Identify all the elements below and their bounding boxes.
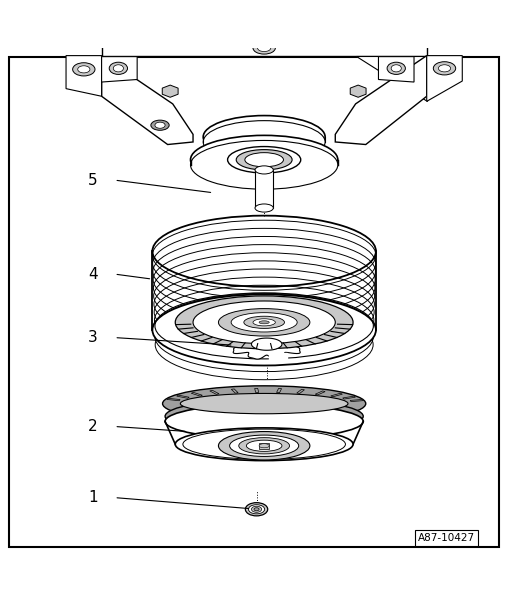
Ellipse shape <box>251 506 262 512</box>
Polygon shape <box>356 56 427 101</box>
Ellipse shape <box>387 62 405 74</box>
Ellipse shape <box>183 429 345 460</box>
Polygon shape <box>102 56 193 144</box>
Polygon shape <box>102 57 137 82</box>
Ellipse shape <box>433 62 456 75</box>
Ellipse shape <box>245 503 268 516</box>
Ellipse shape <box>151 120 169 130</box>
Ellipse shape <box>113 65 123 72</box>
Polygon shape <box>343 396 356 399</box>
Ellipse shape <box>190 141 338 189</box>
Polygon shape <box>210 390 219 394</box>
Ellipse shape <box>218 431 310 460</box>
Ellipse shape <box>236 150 292 170</box>
Ellipse shape <box>155 122 165 128</box>
Ellipse shape <box>230 435 299 457</box>
Ellipse shape <box>175 296 353 349</box>
Polygon shape <box>335 56 427 144</box>
Ellipse shape <box>163 386 366 422</box>
Ellipse shape <box>391 65 401 72</box>
Text: 4: 4 <box>88 266 98 281</box>
Polygon shape <box>350 399 363 402</box>
Ellipse shape <box>254 508 259 511</box>
Bar <box>259 443 269 449</box>
Polygon shape <box>427 56 462 101</box>
Ellipse shape <box>253 42 275 54</box>
Ellipse shape <box>152 216 376 287</box>
Ellipse shape <box>180 393 348 414</box>
Ellipse shape <box>203 115 325 158</box>
Ellipse shape <box>231 313 297 332</box>
Polygon shape <box>350 85 366 97</box>
Ellipse shape <box>253 319 275 326</box>
Bar <box>255 170 273 208</box>
Polygon shape <box>66 56 102 96</box>
Polygon shape <box>297 390 304 394</box>
Ellipse shape <box>78 66 90 73</box>
Text: 2: 2 <box>88 419 98 434</box>
Polygon shape <box>378 57 414 82</box>
Ellipse shape <box>190 135 338 184</box>
Polygon shape <box>269 353 287 361</box>
Polygon shape <box>177 395 189 398</box>
Ellipse shape <box>152 294 376 365</box>
Text: 3: 3 <box>88 330 98 345</box>
Ellipse shape <box>203 121 325 163</box>
Polygon shape <box>226 327 307 359</box>
Polygon shape <box>231 389 238 393</box>
Polygon shape <box>315 391 325 395</box>
Polygon shape <box>331 393 342 397</box>
Ellipse shape <box>258 45 271 51</box>
Ellipse shape <box>165 404 363 439</box>
Ellipse shape <box>73 63 95 76</box>
Polygon shape <box>191 393 202 396</box>
Ellipse shape <box>248 505 265 514</box>
Ellipse shape <box>193 301 335 344</box>
Ellipse shape <box>246 440 282 451</box>
Ellipse shape <box>259 321 269 324</box>
Ellipse shape <box>165 399 363 434</box>
Text: 1: 1 <box>88 490 98 505</box>
Ellipse shape <box>255 204 273 212</box>
Ellipse shape <box>438 65 451 72</box>
Polygon shape <box>167 398 180 400</box>
Polygon shape <box>255 388 259 393</box>
Ellipse shape <box>175 428 353 461</box>
Ellipse shape <box>228 147 301 173</box>
Ellipse shape <box>244 316 284 329</box>
Polygon shape <box>102 45 427 56</box>
Ellipse shape <box>245 153 283 167</box>
Polygon shape <box>276 388 281 393</box>
Ellipse shape <box>109 62 128 74</box>
Ellipse shape <box>255 166 273 174</box>
Ellipse shape <box>218 309 310 336</box>
Text: A87-10427: A87-10427 <box>418 533 475 543</box>
Ellipse shape <box>259 444 269 448</box>
Polygon shape <box>251 338 282 350</box>
Ellipse shape <box>239 438 290 454</box>
Polygon shape <box>162 85 178 97</box>
Text: 5: 5 <box>88 173 98 188</box>
